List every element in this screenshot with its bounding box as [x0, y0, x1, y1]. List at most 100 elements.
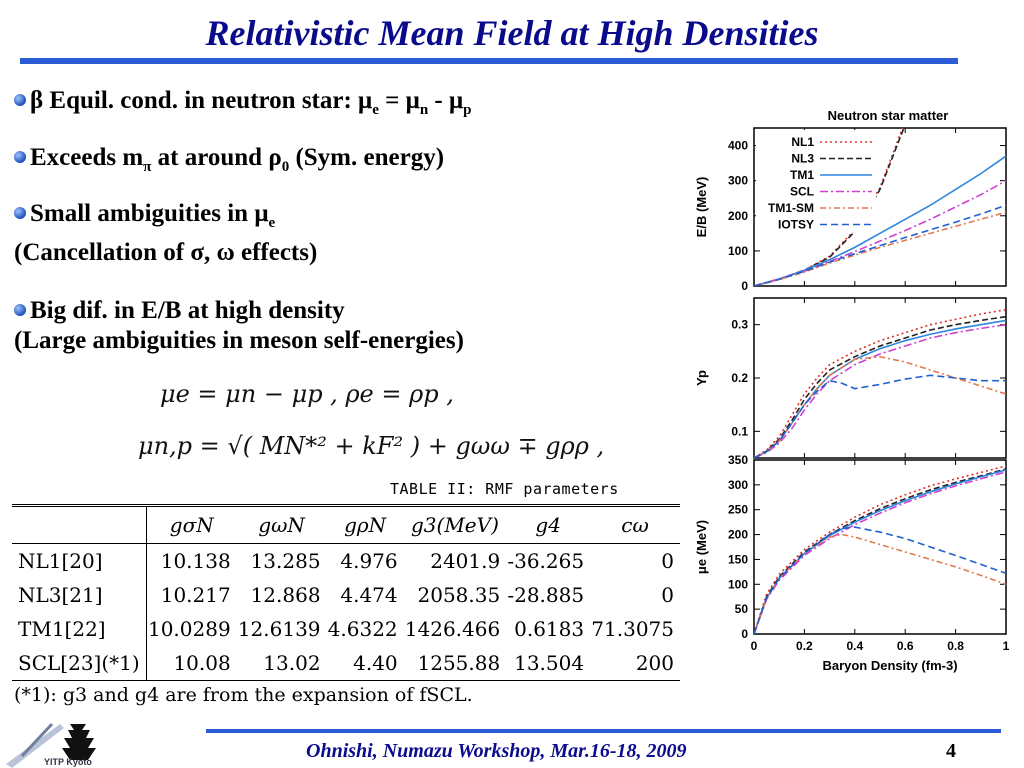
- table-cell: 2401.9: [430, 549, 501, 573]
- table-cell: 4.474: [340, 583, 398, 607]
- y-axis-label: E/B (MeV): [694, 177, 709, 238]
- table-caption: TABLE II: RMF parameters: [390, 480, 619, 498]
- y-tick-label: 100: [728, 244, 748, 258]
- footer-bar: [206, 729, 1001, 733]
- chart-panel-2: 0 50 100 150 200 250 300 350 μe (MeV) 0 0.2 0.4 0.6 0…: [694, 453, 1010, 673]
- series-line-scl: [754, 471, 1006, 634]
- table-footnote: (*1): g3 and g4 are from the expansion o…: [14, 684, 473, 706]
- table-cell: 10.138: [160, 549, 231, 573]
- x-tick-label: 0.2: [796, 639, 813, 653]
- table-header: [12, 504, 147, 544]
- series-line-iotsy: [754, 374, 1006, 458]
- x-tick-label: 0.8: [947, 639, 964, 653]
- logo-stripe: [6, 724, 64, 768]
- logo-text: YITP Kyoto: [44, 757, 92, 767]
- table-cell: 0: [661, 549, 674, 573]
- y-axis-label: μe (MeV): [694, 520, 709, 574]
- chart-title: Neutron star matter: [828, 108, 949, 123]
- table-cell: 4.6322: [327, 617, 398, 641]
- table-cell: 200: [590, 646, 680, 681]
- x-tick-label: 0.6: [897, 639, 914, 653]
- table-cell: 12.6139: [237, 617, 321, 641]
- table-cell: -36.265: [507, 549, 585, 573]
- table-header: gσN: [146, 504, 237, 544]
- title-underline: [20, 58, 958, 64]
- table-header: gωN: [236, 504, 327, 544]
- bullet-big-difference: Big dif. in E/B at high density (Large a…: [14, 297, 464, 354]
- series-line-tm1-sm: [754, 211, 1006, 286]
- series-line-tm1-sm: [754, 355, 1006, 458]
- series-line-nl3: [754, 315, 1006, 458]
- table-cell: 12.868: [250, 583, 321, 607]
- legend-label: NL3: [791, 152, 814, 166]
- table-header: gρN: [326, 504, 404, 544]
- y-tick-label: 350: [728, 453, 748, 467]
- table-row: NL3[21] 10.217 12.868 4.474 2058.35 -28.…: [12, 578, 680, 612]
- table-row: SCL[23](*1) 10.08 13.02 4.40 1255.88 13.…: [12, 646, 680, 681]
- y-tick-label: 50: [735, 602, 749, 616]
- table-cell: 2058.35: [417, 583, 501, 607]
- table-cell: 1426.466: [404, 617, 501, 641]
- y-tick-label: 0: [741, 279, 748, 293]
- y-tick-label: 0: [741, 627, 748, 641]
- legend-label: SCL: [790, 185, 814, 199]
- chart-frame: [753, 127, 1007, 287]
- y-tick-label: 200: [728, 528, 748, 542]
- series-line-nl3: [754, 128, 905, 286]
- series-line-tm1-sm: [754, 533, 1006, 634]
- series-line-nl3: [754, 468, 1006, 634]
- yitp-logo: YITP Kyoto: [0, 716, 100, 768]
- y-tick-label: 300: [728, 174, 748, 188]
- table-cell: 0: [661, 583, 674, 607]
- table-cell: SCL[23](*1): [12, 646, 147, 681]
- series-line-tm1: [754, 319, 1006, 458]
- legend-label: TM1: [790, 168, 814, 182]
- bullet-icon: [14, 207, 26, 219]
- bullet-icon: [14, 151, 26, 163]
- table-cell: 1255.88: [403, 646, 507, 681]
- y-tick-label: 250: [728, 503, 748, 517]
- y-tick-label: 200: [728, 209, 748, 223]
- table-cell: 71.3075: [591, 617, 674, 641]
- bullet-icon: [14, 94, 26, 106]
- chart-legend: NL1 NL3 TM1 SCL TM1-SM IOTSY: [756, 130, 876, 232]
- series-line-tm1: [754, 469, 1006, 634]
- table-cell: TM1[22]: [12, 612, 147, 646]
- table-cell: 4.976: [340, 549, 398, 573]
- bullet-small-ambiguities: Small ambiguities in μe (Cancellation of…: [14, 200, 318, 266]
- bullet-icon: [14, 304, 26, 316]
- x-axis-label: Baryon Density (fm-3): [822, 658, 957, 673]
- series-line-scl: [754, 323, 1006, 458]
- x-tick-label: 0.4: [846, 639, 863, 653]
- series-line-nl1: [754, 308, 1006, 458]
- table-header: cω: [590, 504, 680, 544]
- series-line-iotsy: [754, 204, 1006, 286]
- slide-title: Relativistic Mean Field at High Densitie…: [205, 13, 819, 53]
- table-cell: 13.285: [250, 549, 321, 573]
- table-row: TM1[22] 10.0289 12.6139 4.6322 1426.466 …: [12, 612, 680, 646]
- table-cell: 0.6183: [514, 617, 585, 641]
- equation-beta-equilibrium: μe = μn − μp , ρe = ρp ,: [160, 380, 454, 408]
- table-cell: 4.40: [326, 646, 404, 681]
- y-tick-label: 0.1: [731, 424, 748, 438]
- legend-label: NL1: [791, 135, 814, 149]
- chart-panel-1: 0.1 0.2 0.3 Yp: [694, 297, 1007, 459]
- y-tick-label: 100: [728, 577, 748, 591]
- table-cell: 10.08: [146, 646, 237, 681]
- table-cell: -28.885: [507, 583, 585, 607]
- footer-text: Ohnishi, Numazu Workshop, Mar.16-18, 200…: [306, 740, 687, 762]
- table-header: g3(MeV): [403, 504, 507, 544]
- table-cell: 13.02: [236, 646, 327, 681]
- legend-bg: [756, 130, 876, 232]
- legend-label: TM1-SM: [768, 201, 814, 215]
- table-header-row: gσN gωN gρN g3(MeV) g4 cω: [12, 504, 680, 544]
- legend-label: IOTSY: [778, 218, 814, 232]
- table-cell: 10.0289: [147, 617, 231, 641]
- bullet-exceeds-mpi: Exceeds mπ at around ρ0 (Sym. energy): [14, 143, 444, 182]
- table-cell: 10.217: [160, 583, 231, 607]
- y-tick-label: 300: [728, 478, 748, 492]
- table-cell: NL3[21]: [12, 578, 147, 612]
- x-tick-label: 0: [751, 639, 758, 653]
- y-tick-label: 0.2: [731, 371, 748, 385]
